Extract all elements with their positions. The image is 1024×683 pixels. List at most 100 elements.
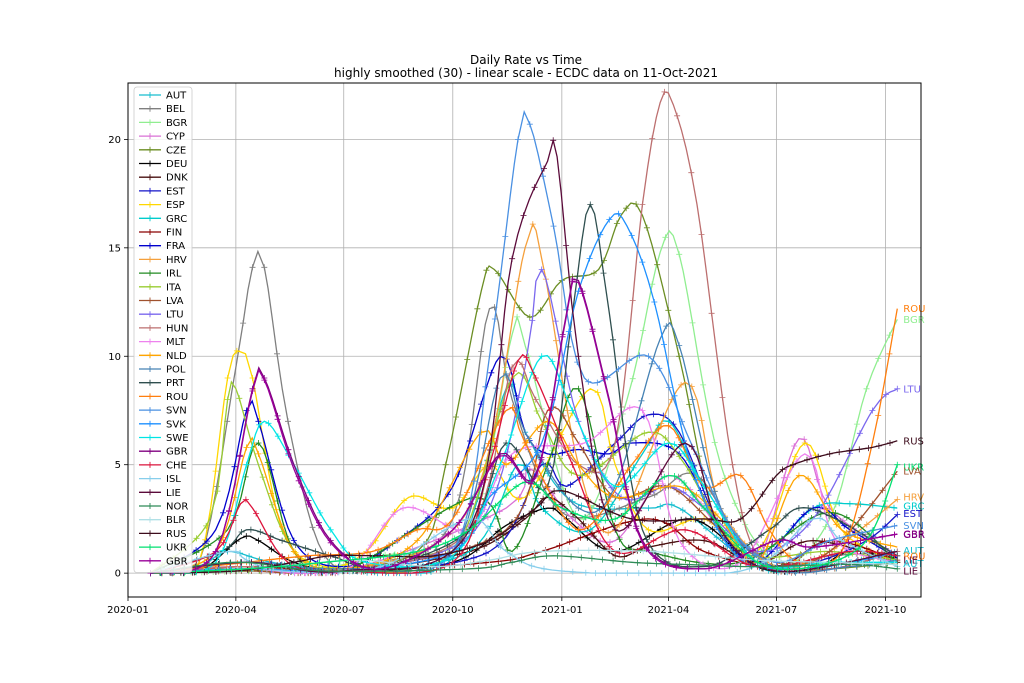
series-markers (147, 381, 898, 577)
end-label: LIE (903, 556, 918, 567)
x-tick-label: 2021-10 (865, 605, 907, 616)
legend-item: LIE (139, 488, 181, 499)
legend-label: DNK (166, 173, 188, 184)
legend-item: DEU (139, 159, 187, 170)
legend-marker (147, 557, 153, 564)
legend-marker (147, 201, 153, 208)
legend-label: BGR (166, 118, 187, 129)
legend-marker (147, 544, 153, 551)
series-line (150, 140, 898, 574)
legend-item: FIN (139, 228, 182, 239)
x-tick-label: 2020-04 (215, 605, 257, 616)
legend-item: MLT (139, 337, 186, 348)
legend-item: ITA (139, 282, 181, 293)
legend-marker (147, 160, 153, 167)
series-line (150, 91, 898, 574)
legend-item: GBR (139, 447, 188, 458)
series-irl-13 (147, 385, 898, 577)
end-label: BGR (903, 315, 924, 326)
y-tick-label: 15 (108, 243, 121, 254)
legend-item: LVA (139, 296, 184, 307)
legend-item: SVK (139, 419, 186, 430)
legend-marker (147, 393, 153, 400)
legend-item: NLD (139, 351, 187, 362)
legend-label: HRV (166, 255, 187, 266)
legend-label: FIN (166, 228, 182, 239)
legend-marker (147, 283, 153, 290)
legend-item: BEL (139, 104, 185, 115)
legend-marker (147, 105, 153, 112)
legend-item: EST (139, 186, 186, 197)
end-label: GRC (903, 501, 924, 512)
legend-label: LVA (166, 296, 184, 307)
end-label: SVN (903, 521, 924, 532)
legend-item: BLR (139, 515, 185, 526)
series-line (150, 406, 898, 574)
y-tick-label: 5 (115, 460, 121, 471)
legend-label: FRA (166, 241, 185, 252)
legend-label: SVK (166, 419, 186, 430)
legend-label: SVN (166, 406, 187, 417)
legend-label: GRC (166, 214, 187, 225)
series-line (150, 267, 898, 574)
legend-item: UKR (139, 543, 187, 554)
legend-marker (147, 434, 153, 441)
legend: AUT BEL BGR CYP CZE DEU DNK EST ESP GRC FIN FRA HRV I… (133, 86, 193, 573)
legend-item: POL (139, 365, 186, 376)
end-label: AUT (903, 546, 924, 557)
axis-ticks: 2020-01 2020-04 2020-07 2020-10 2021-01 2021-… (107, 135, 906, 616)
end-label: LTU (903, 384, 921, 395)
legend-item: DNK (139, 173, 188, 184)
legend-item: PRT (139, 378, 185, 389)
legend-item: CZE (139, 145, 186, 156)
legend-marker (147, 420, 153, 427)
legend-marker (147, 215, 153, 222)
legend-marker (147, 461, 153, 468)
legend-label: PRT (166, 378, 185, 389)
legend-label: CZE (166, 145, 186, 156)
legend-item: NOR (139, 502, 188, 513)
series-markers (147, 210, 894, 577)
legend-item: ISL (139, 474, 181, 485)
end-label: AUT (903, 559, 924, 570)
series-aut-0 (147, 381, 898, 577)
series-gbr-34 (147, 278, 898, 577)
series-bel-1 (147, 249, 901, 577)
y-tick-label: 20 (108, 135, 121, 146)
legend-marker (147, 146, 153, 153)
legend-marker (147, 174, 153, 181)
end-label: UKR (903, 462, 924, 473)
legend-marker (147, 256, 153, 263)
legend-label: NOR (166, 502, 188, 513)
legend-marker (147, 407, 153, 414)
legend-label: BLR (166, 515, 185, 526)
legend-item: GBR (139, 556, 188, 567)
x-tick-label: 2021-04 (648, 605, 690, 616)
legend-marker (147, 229, 153, 235)
legend-marker (147, 489, 153, 496)
legend-item: FRA (139, 241, 185, 252)
legend-marker (147, 338, 153, 345)
end-label: HRV (903, 493, 924, 504)
legend-item: RUS (139, 529, 187, 540)
end-label: LVA (903, 467, 921, 478)
legend-marker (147, 366, 153, 372)
chart-subtitle: highly smoothed (30) - linear scale - EC… (334, 66, 718, 80)
legend-label: POL (166, 365, 186, 376)
legend-label: SWE (166, 433, 189, 444)
legend-marker (147, 448, 153, 455)
legend-marker (147, 352, 153, 359)
legend-label: UKR (166, 543, 187, 554)
legend-label: GBR (166, 556, 188, 567)
legend-label: AUT (166, 91, 187, 102)
end-label: ROU (903, 551, 925, 562)
y-tick-label: 10 (108, 352, 121, 363)
legend-label: DEU (166, 159, 187, 170)
series-line (150, 280, 898, 574)
legend-marker (147, 516, 153, 523)
series-line (150, 371, 898, 574)
legend-marker (147, 379, 153, 386)
legend-item: ESP (139, 200, 185, 211)
legend-marker (147, 311, 153, 318)
legend-item: SWE (139, 433, 189, 444)
